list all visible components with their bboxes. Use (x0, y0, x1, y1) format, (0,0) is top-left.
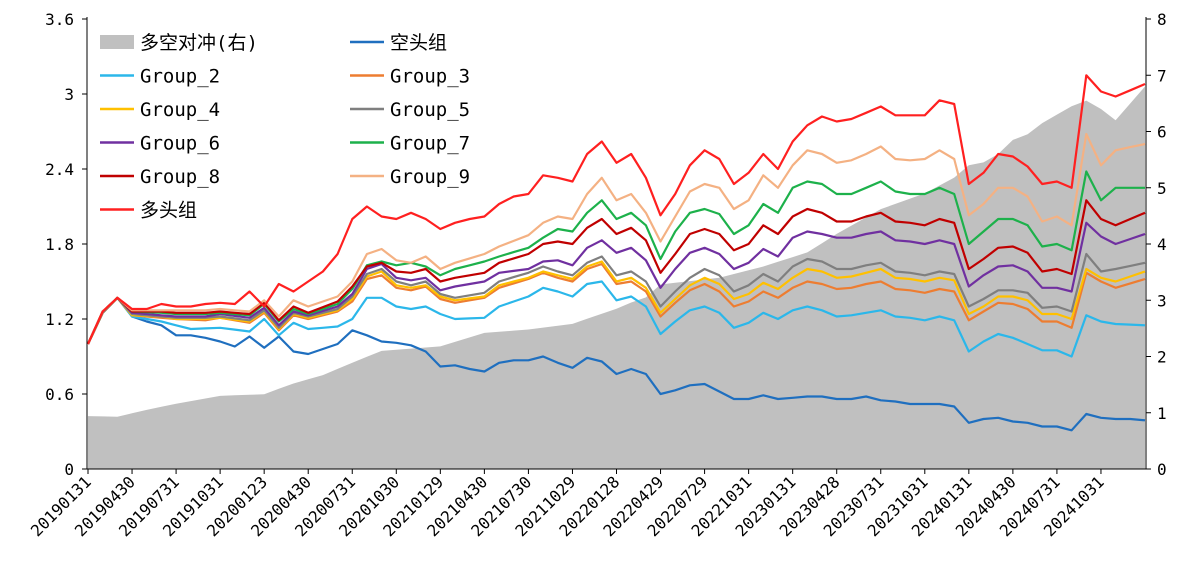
right-tick-label: 1 (1157, 404, 1167, 423)
left-tick-label: 0 (64, 460, 74, 479)
line-long-group (86, 74, 1146, 345)
line-group-6 (86, 221, 1146, 345)
right-tick-label: 5 (1157, 179, 1167, 198)
left-tick-label: 1.8 (45, 235, 74, 254)
legend-label-group-5: Group_5 (390, 99, 470, 121)
right-tick-label: 4 (1157, 235, 1167, 254)
left-tick-label: 3 (64, 85, 74, 104)
legend-label-group-4: Group_4 (140, 99, 220, 121)
legend-label-group-9: Group_9 (390, 166, 470, 188)
legend-label-group-2: Group_2 (140, 66, 220, 88)
area-long-short-hedge-right (88, 86, 1145, 469)
legend-label-long-group: 多头组 (140, 200, 197, 222)
line-group-9 (86, 132, 1146, 345)
line-short-group (87, 296, 1146, 432)
right-tick-label: 8 (1157, 10, 1167, 29)
line-group-2 (87, 280, 1146, 358)
left-tick-label: 1.2 (45, 310, 74, 329)
right-tick-label: 7 (1157, 66, 1167, 85)
right-tick-label: 6 (1157, 123, 1167, 142)
line-group-8 (86, 199, 1146, 345)
lines-layer (86, 74, 1146, 432)
left-tick-label: 0.6 (45, 385, 74, 404)
right-tick-label: 2 (1157, 348, 1167, 367)
legend-label-group-8: Group_8 (140, 166, 220, 188)
right-tick-label: 0 (1157, 460, 1167, 479)
legend-label-long-short-hedge-right: 多空对冲(右) (140, 32, 258, 54)
right-tick-label: 3 (1157, 291, 1167, 310)
legend-label-group-6: Group_6 (140, 133, 220, 155)
area-layer (88, 86, 1145, 469)
legend-swatch-long-short-hedge-right (100, 35, 134, 49)
legend-label-group-3: Group_3 (390, 66, 470, 88)
left-tick-label: 2.4 (45, 160, 74, 179)
left-tick-label: 3.6 (45, 10, 74, 29)
line-group-5 (87, 252, 1146, 345)
legend-label-short-group: 空头组 (390, 32, 447, 54)
legend-label-group-7: Group_7 (390, 133, 470, 155)
legend: 多空对冲(右) 空头组 Group_2 Group_3 Group_4 Group_5 Gr… (100, 32, 470, 222)
